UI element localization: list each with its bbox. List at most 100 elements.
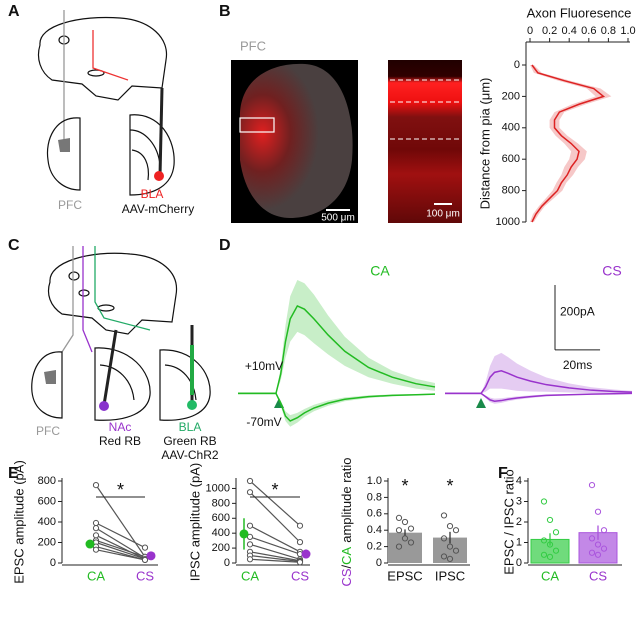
panel-label: F <box>498 465 508 482</box>
region-label: PFC <box>240 38 266 53</box>
data-point <box>395 527 403 534</box>
panel-label: E <box>8 465 19 482</box>
y-axis-label: Distance from pia (μm) <box>477 78 492 210</box>
x-tick-label: CA <box>87 568 105 583</box>
mean-point <box>239 529 249 539</box>
pair-line <box>95 549 146 561</box>
region-label: BLA <box>141 187 164 201</box>
y-tick-label: 1 <box>516 536 522 548</box>
y-tick-label: 800 <box>38 475 56 487</box>
y-tick-label: 400 <box>502 122 520 134</box>
y-tick-label: 0.4 <box>367 524 382 536</box>
x-tick-label: IPSC <box>435 568 465 583</box>
x-tick-label: CS <box>589 568 607 583</box>
tracer-label: Green RB <box>163 434 216 448</box>
layer-label: L1 <box>373 66 385 77</box>
data-point <box>141 556 149 564</box>
data-point <box>246 489 254 496</box>
data-point <box>594 551 602 558</box>
significance: * <box>117 480 124 500</box>
y-axis-label: IPSC amplitude (pA) <box>187 463 202 582</box>
y-tick-label: 800 <box>502 185 520 197</box>
data-point <box>546 541 554 548</box>
pair-line <box>249 554 301 563</box>
data-point <box>296 559 304 566</box>
significance: * <box>446 476 453 496</box>
error-band <box>238 280 435 394</box>
data-point <box>588 535 596 542</box>
data-point <box>141 544 149 551</box>
virus-label: AAV-ChR2 <box>161 448 218 462</box>
scale-label: 200pA <box>560 305 595 319</box>
data-point <box>552 529 560 536</box>
y-tick-label: 600 <box>212 512 230 524</box>
x-tick-label: 0 <box>527 25 533 37</box>
profile-line <box>531 64 606 223</box>
y-tick-label: 400 <box>212 527 230 539</box>
pair-line <box>95 527 146 559</box>
y-tick-label: 400 <box>38 516 56 528</box>
data-point <box>588 482 596 489</box>
region-label: PFC <box>36 424 60 438</box>
data-point <box>552 547 560 554</box>
mean-point <box>146 551 156 561</box>
x-tick-label: CS <box>136 568 154 583</box>
significance: * <box>401 476 408 496</box>
pair-line <box>95 534 146 560</box>
trace-title: CA <box>370 263 390 279</box>
data-point <box>92 525 100 532</box>
error-band <box>445 393 632 404</box>
data-point <box>246 556 254 563</box>
y-tick-label: 600 <box>38 495 56 507</box>
y-axis-label: EPSC amplitude (pA) <box>11 460 26 584</box>
data-point <box>296 539 304 546</box>
data-point <box>446 555 454 563</box>
panel-label: A <box>8 3 20 20</box>
data-point <box>588 549 596 556</box>
pair-line <box>95 522 146 549</box>
y-axis-label-part: amplitude ratio <box>339 457 354 542</box>
pair-line <box>249 525 301 553</box>
scale-label: 500 μm <box>321 213 355 224</box>
tracer-label: Red RB <box>99 434 141 448</box>
y-tick-label: 0.8 <box>367 491 382 503</box>
pair-line <box>249 480 301 527</box>
trace <box>445 369 633 395</box>
data-point <box>546 553 554 560</box>
y-tick-label: 200 <box>38 536 56 548</box>
y-tick-label: 3 <box>516 495 522 507</box>
pair-line <box>249 551 301 562</box>
y-tick-label: 0.6 <box>367 508 382 520</box>
data-point <box>92 532 100 539</box>
trace <box>238 304 436 395</box>
x-tick-label: CA <box>541 568 559 583</box>
pair-line <box>249 558 301 563</box>
trace <box>238 392 436 422</box>
mean-point <box>301 549 311 559</box>
region-label: PFC <box>58 198 82 212</box>
y-axis-label-part: / <box>339 564 354 568</box>
y-tick-label: 0 <box>376 557 382 569</box>
panel-label: D <box>219 237 231 254</box>
virus-label: AAV-mCherry <box>122 202 194 216</box>
data-point <box>446 523 454 530</box>
data-point <box>296 522 304 529</box>
data-point <box>452 547 460 554</box>
data-point <box>540 498 548 505</box>
bar <box>388 532 422 563</box>
y-tick-label: 0 <box>224 557 230 569</box>
layer-label: L3 <box>373 117 385 128</box>
data-point <box>594 508 602 515</box>
trace <box>445 392 633 402</box>
y-tick-label: 1000 <box>496 216 520 228</box>
data-point <box>407 539 415 546</box>
data-point <box>600 545 608 552</box>
data-point <box>395 514 403 522</box>
data-point <box>546 516 554 524</box>
y-tick-label: 1000 <box>206 482 230 494</box>
y-tick-label: 200 <box>502 90 520 102</box>
holding-label: +10mV <box>245 359 283 373</box>
data-point <box>540 537 548 544</box>
layer-label: L2 <box>373 86 385 97</box>
pair-line <box>249 491 301 543</box>
